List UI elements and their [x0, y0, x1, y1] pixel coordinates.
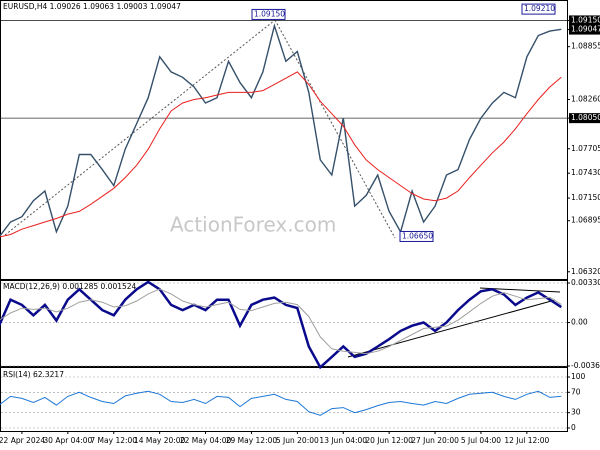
- tick-highlight: [569, 24, 600, 35]
- series-line: [0, 23, 562, 237]
- y-tick-label: 1.08050: [571, 113, 600, 122]
- annotation-label: 1.09210: [524, 4, 555, 13]
- y-tick-label: 1.06895: [571, 216, 600, 225]
- y-tick-label: 1.07705: [571, 144, 600, 153]
- x-tick-label: 22 May 04:00: [180, 436, 232, 445]
- y-tick-label: 70: [571, 387, 581, 396]
- y-tick-label: 30: [571, 408, 581, 417]
- macd-trendline: [347, 299, 556, 358]
- x-tick-label: 22 Apr 2024: [0, 436, 45, 445]
- x-tick-label: 5 Jul 04:00: [461, 436, 501, 445]
- y-tick-label: -0.003635: [571, 361, 600, 370]
- tick-highlight: [569, 15, 600, 26]
- y-tick-label: 1.08855: [571, 42, 600, 51]
- series-line: [0, 280, 562, 370]
- chart-title: EURUSD,H4 1.09026 1.09063 1.09003 1.0904…: [3, 2, 181, 11]
- y-tick-label: 1.07430: [571, 168, 600, 177]
- x-tick-label: 20 Jun 12:00: [365, 436, 413, 445]
- y-tick-label: 0.00: [571, 318, 588, 327]
- x-tick-label: 7 May 12:00: [90, 436, 137, 445]
- y-tick-label: 1.09047: [571, 25, 600, 34]
- y-tick-label: 1.08260: [571, 94, 600, 103]
- annotation-box: [521, 3, 556, 15]
- annotation-label: 1.06650: [402, 231, 433, 240]
- x-tick-label: 29 May 12:00: [226, 436, 278, 445]
- x-tick-label: 14 May 20:00: [134, 436, 186, 445]
- y-tick-label: 1.06320: [571, 267, 600, 276]
- annotation-box: [251, 8, 286, 20]
- x-tick-label: 13 Jun 04:00: [319, 436, 367, 445]
- rsi-panel: [0, 367, 568, 432]
- series-line: [0, 288, 562, 355]
- x-tick-label: 30 Apr 04:00: [43, 436, 92, 445]
- watermark: ActionForex.com: [170, 213, 336, 237]
- series-line: [0, 390, 562, 416]
- y-tick-label: 0.003308: [571, 278, 600, 287]
- trendline: [274, 19, 396, 239]
- annotation-label: 1.09150: [254, 9, 285, 18]
- price-panel: [0, 0, 568, 280]
- y-tick-label: 1.09150: [571, 15, 600, 24]
- x-tick-label: 27 Jun 20:00: [411, 436, 459, 445]
- rsi-title: RSI(14) 62.3217: [3, 370, 64, 379]
- y-tick-label: 0: [571, 423, 576, 432]
- x-tick-label: 12 Jul 12:00: [504, 436, 549, 445]
- x-tick-label: 5 Jun 20:00: [276, 436, 319, 445]
- macd-title: MACD(12,26,9) 0.001285 0.001524: [3, 282, 137, 291]
- tick-highlight: [569, 113, 600, 124]
- series-line: [0, 71, 562, 238]
- annotation-box: [399, 230, 434, 242]
- y-tick-label: 100: [571, 372, 586, 381]
- trendline: [4, 19, 276, 236]
- y-tick-label: 1.07150: [571, 193, 600, 202]
